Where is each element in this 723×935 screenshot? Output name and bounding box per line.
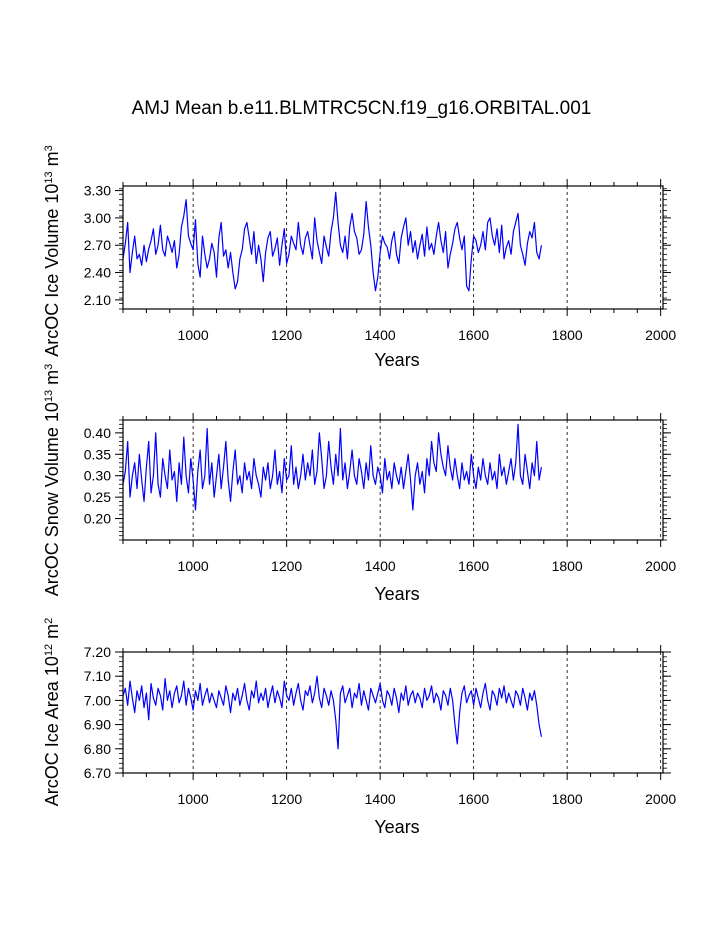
x-tick-label: 1200 bbox=[271, 327, 302, 343]
page-title: AMJ Mean b.e11.BLMTRC5CN.f19_g16.ORBITAL… bbox=[131, 98, 592, 119]
y-tick-label: 6.70 bbox=[84, 765, 111, 781]
ice-volume-series-line bbox=[122, 191, 543, 292]
y-tick-label: 2.10 bbox=[84, 292, 111, 308]
y-tick-label: 0.25 bbox=[84, 489, 111, 505]
x-tick-label: 1800 bbox=[552, 558, 583, 574]
x-tick-label: 1800 bbox=[552, 791, 583, 807]
ice-volume-panel: 1000 1200 1400 1600 1800 2000 2.10 2.40 2.70 3.00… bbox=[42, 145, 676, 370]
x-tick-label: 1200 bbox=[271, 558, 302, 574]
y-tick-label: 2.70 bbox=[84, 237, 111, 253]
x-tick-label: 1000 bbox=[178, 791, 209, 807]
x-tick-label: 2000 bbox=[645, 327, 676, 343]
x-tick-label: 1600 bbox=[458, 327, 489, 343]
ice-area-series-line bbox=[122, 675, 543, 750]
x-tick-label: 2000 bbox=[645, 791, 676, 807]
y-tick-label: 0.30 bbox=[84, 468, 111, 484]
x-tick-label: 1200 bbox=[271, 791, 302, 807]
y-tick-label: 7.00 bbox=[84, 692, 111, 708]
y-tick-label: 7.10 bbox=[84, 668, 111, 684]
x-axis-label: Years bbox=[374, 350, 419, 370]
x-tick-label: 1400 bbox=[365, 558, 396, 574]
plot-frame bbox=[122, 185, 664, 310]
x-tick-label: 1800 bbox=[552, 327, 583, 343]
y-axis-label: ArcOC Ice Area 1012 m2 bbox=[42, 618, 62, 806]
x-axis-label: Years bbox=[374, 584, 419, 604]
y-axis-label: ArcOC Ice Volume 1013 m3 bbox=[42, 145, 62, 356]
x-tick-label: 1600 bbox=[458, 558, 489, 574]
x-tick-label: 1400 bbox=[365, 791, 396, 807]
y-tick-label: 6.90 bbox=[84, 717, 111, 733]
plot-frame bbox=[122, 651, 664, 774]
x-tick-label: 1000 bbox=[178, 327, 209, 343]
x-tick-label: 1400 bbox=[365, 327, 396, 343]
x-tick-label: 1000 bbox=[178, 558, 209, 574]
x-axis-label: Years bbox=[374, 817, 419, 837]
x-tick-label: 2000 bbox=[645, 558, 676, 574]
snow-volume-panel: 1000 1200 1400 1600 1800 2000 0.20 0.25 0.30 0.35… bbox=[42, 364, 676, 604]
y-tick-label: 7.20 bbox=[84, 644, 111, 660]
y-tick-label: 6.80 bbox=[84, 741, 111, 757]
ice-area-panel: 1000 1200 1400 1600 1800 2000 6.70 6.80 6.90 7.00… bbox=[42, 618, 676, 837]
y-tick-label: 2.40 bbox=[84, 265, 111, 281]
y-tick-label: 0.35 bbox=[84, 446, 111, 462]
x-tick-label: 1600 bbox=[458, 791, 489, 807]
y-tick-label: 3.00 bbox=[84, 210, 111, 226]
y-axis-label: ArcOC Snow Volume 1013 m3 bbox=[42, 364, 62, 596]
y-tick-label: 0.40 bbox=[84, 425, 111, 441]
y-tick-label: 3.30 bbox=[84, 183, 111, 199]
y-tick-label: 0.20 bbox=[84, 511, 111, 527]
snow-volume-series-line bbox=[122, 423, 543, 511]
